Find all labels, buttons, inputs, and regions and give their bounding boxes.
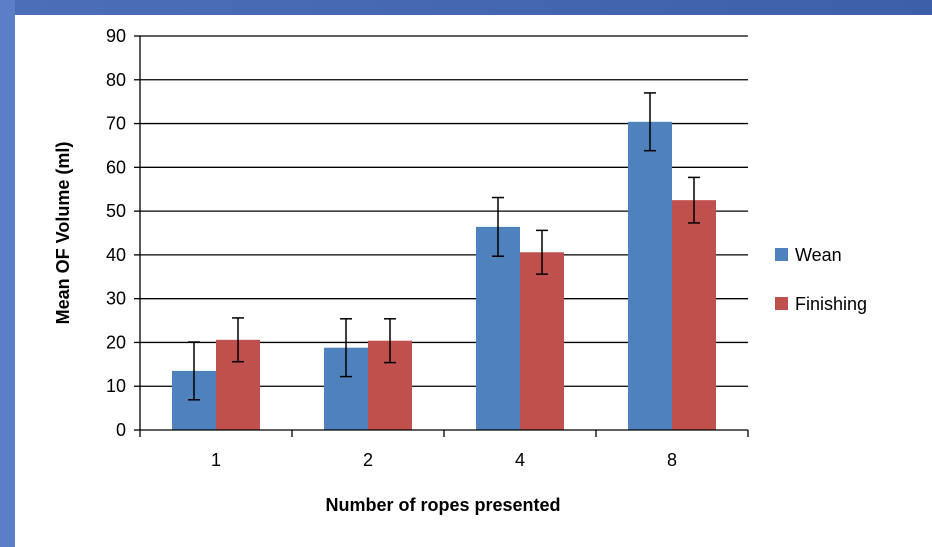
bar-wean-4 [476,226,520,430]
x-tick-label-2: 2 [363,450,373,470]
tick-labels: 0 10 20 30 40 50 60 70 80 90 1 2 4 8 [106,26,677,470]
y-tick-label-10: 10 [106,376,126,396]
legend: Wean Finishing [775,245,867,314]
bars [172,92,716,430]
y-tick-label-20: 20 [106,332,126,352]
y-axis-title: Mean OF Volume (ml) [53,142,73,325]
y-tick-label-40: 40 [106,245,126,265]
y-tick-label-30: 30 [106,289,126,309]
legend-swatch-finishing [775,297,788,310]
axes [134,35,749,437]
y-tick-label-50: 50 [106,201,126,221]
y-tick-label-80: 80 [106,70,126,90]
y-tick-label-70: 70 [106,114,126,134]
window-top-bar [0,0,932,15]
y-tick-label-0: 0 [116,420,126,440]
x-tick-label-4: 4 [515,450,525,470]
bar-finishing-4 [520,252,564,430]
window-left-bar [0,0,15,547]
y-tick-label-90: 90 [106,26,126,46]
legend-label-finishing: Finishing [795,294,867,314]
x-tick-label-8: 8 [667,450,677,470]
bar-wean-8 [628,121,672,430]
legend-label-wean: Wean [795,245,842,265]
x-axis-title: Number of ropes presented [325,495,560,515]
legend-swatch-wean [775,248,788,261]
y-tick-label-60: 60 [106,157,126,177]
x-tick-label-1: 1 [211,450,221,470]
bar-finishing-8 [672,200,716,430]
